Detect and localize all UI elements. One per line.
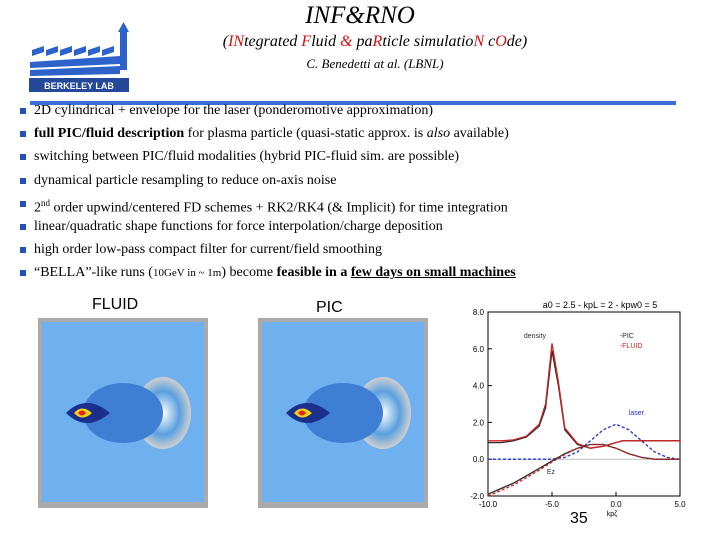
bullet-square-icon (20, 223, 26, 230)
feature-bullet-list: 2D cylindrical + envelope for the laser … (18, 99, 698, 285)
annotation-label: density (524, 333, 547, 340)
bullet-square-icon (20, 131, 26, 138)
bullet-item: switching between PIC/fluid modalities (… (18, 145, 698, 168)
bullet-text: 2D cylindrical + envelope for the laser … (34, 103, 433, 118)
x-tick-label: 5.0 (674, 500, 686, 509)
pic-simulation-map (258, 318, 428, 508)
x-tick-label: 0.0 (610, 500, 622, 509)
series-line-laser (488, 423, 681, 460)
subtitle-part: tegrated (244, 33, 302, 50)
bullet-text: full PIC/fluid description (34, 126, 185, 142)
bullet-item: “BELLA”-like runs (10GeV in ~ 1m) become… (18, 261, 698, 284)
bullet-square-icon (20, 200, 26, 207)
logo-text: BERKELEY LAB (44, 81, 114, 91)
bullet-text: nd (41, 197, 50, 208)
authors-line: C. Benedetti at al. (LBNL) (306, 56, 444, 71)
subtitle-part: luid (311, 33, 341, 50)
slide-subtitle: (INtegrated Fluid & paRticle simulatioN … (175, 33, 575, 51)
bullet-item: linear/quadratic shape functions for for… (18, 215, 698, 238)
bullet-item: 2nd order upwind/centered FD schemes + R… (18, 192, 698, 215)
bullet-text: “BELLA”-like runs ( (34, 265, 153, 281)
series-line-density-fluid (488, 343, 680, 449)
legend-entry: -PIC (620, 333, 634, 340)
bullet-text: ) become (221, 265, 277, 281)
subtitle-part: ticle simulatio (382, 33, 474, 50)
x-axis-label: kpζ (607, 511, 617, 518)
y-tick-label: -2.0 (470, 492, 484, 501)
x-tick-label: -5.0 (545, 500, 559, 509)
annotation-label: laser (629, 410, 645, 417)
bullet-text: 2 (34, 200, 41, 216)
bullet-text: order upwind/centered FD schemes + RK2/R… (50, 200, 508, 216)
berkeley-lab-logo: BERKELEY LAB (29, 22, 129, 92)
subtitle-part: & (340, 33, 353, 50)
campanile-icon (118, 22, 129, 70)
bullet-item: 2D cylindrical + envelope for the laser … (18, 99, 698, 122)
series-line-ez-pic (487, 443, 680, 495)
bullet-item: full PIC/fluid description for plasma pa… (18, 122, 698, 145)
bullet-text: switching between PIC/fluid modalities (… (34, 149, 459, 165)
bullet-text: for plasma particle (quasi-static approx… (184, 126, 427, 142)
bullet-square-icon (20, 270, 26, 277)
bullet-text: 10GeV in ~ 1m (152, 267, 222, 280)
legend-entry: -FLUID (620, 343, 643, 350)
subtitle-part: R (372, 33, 383, 50)
fluid-panel-label: FLUID (92, 296, 139, 313)
bullet-text: feasible in a (276, 265, 351, 281)
subtitle-part: F (301, 33, 312, 50)
density-field-lineout-chart: a0 = 2.5 - kpL = 2 - kpw0 = 5 8.0 6.0 4.0 2… (450, 294, 695, 520)
y-tick-label: 4.0 (473, 382, 485, 391)
page-number: 35 (570, 510, 588, 527)
bullet-text: available) (450, 126, 509, 142)
bullet-item: high order low-pass compact filter for c… (18, 238, 698, 261)
y-tick-label: 8.0 (473, 308, 485, 317)
chart-frame (487, 311, 681, 497)
x-tick-label: -10.0 (479, 500, 498, 509)
bullet-item: dynamical particle resampling to reduce … (18, 169, 698, 192)
y-tick-label: 0.0 (473, 455, 485, 464)
annotation-label: Ez (547, 469, 556, 476)
subtitle-part: c (484, 33, 496, 50)
chart-title: a0 = 2.5 - kpL = 2 - kpw0 = 5 (543, 300, 658, 310)
bullet-text: linear/quadratic shape functions for for… (34, 218, 443, 234)
slide-title: INF&RNO (305, 2, 415, 29)
bullet-text: few days on small machines (350, 265, 516, 281)
bullet-text: dynamical particle resampling to reduce … (34, 172, 337, 188)
y-tick-label: 6.0 (473, 345, 485, 354)
subtitle-part: pa (352, 33, 373, 50)
bullet-square-icon (20, 154, 26, 161)
y-tick-label: 2.0 (473, 418, 485, 427)
subtitle-part: N (473, 33, 485, 50)
pic-panel-label: PIC (316, 299, 343, 316)
bullet-text: also (426, 126, 451, 142)
bullet-square-icon (20, 247, 26, 254)
series-line-ez-fluid (487, 443, 680, 497)
subtitle-part: de) (506, 33, 528, 50)
title-divider (30, 101, 676, 105)
fluid-simulation-map (38, 318, 208, 508)
bullet-square-icon (20, 108, 26, 114)
subtitle-part: O (495, 33, 507, 50)
subtitle-part: IN (228, 33, 245, 50)
subtitle-part: ( (222, 33, 229, 50)
bullet-text: high order low-pass compact filter for c… (34, 242, 382, 258)
bullet-square-icon (20, 177, 26, 184)
